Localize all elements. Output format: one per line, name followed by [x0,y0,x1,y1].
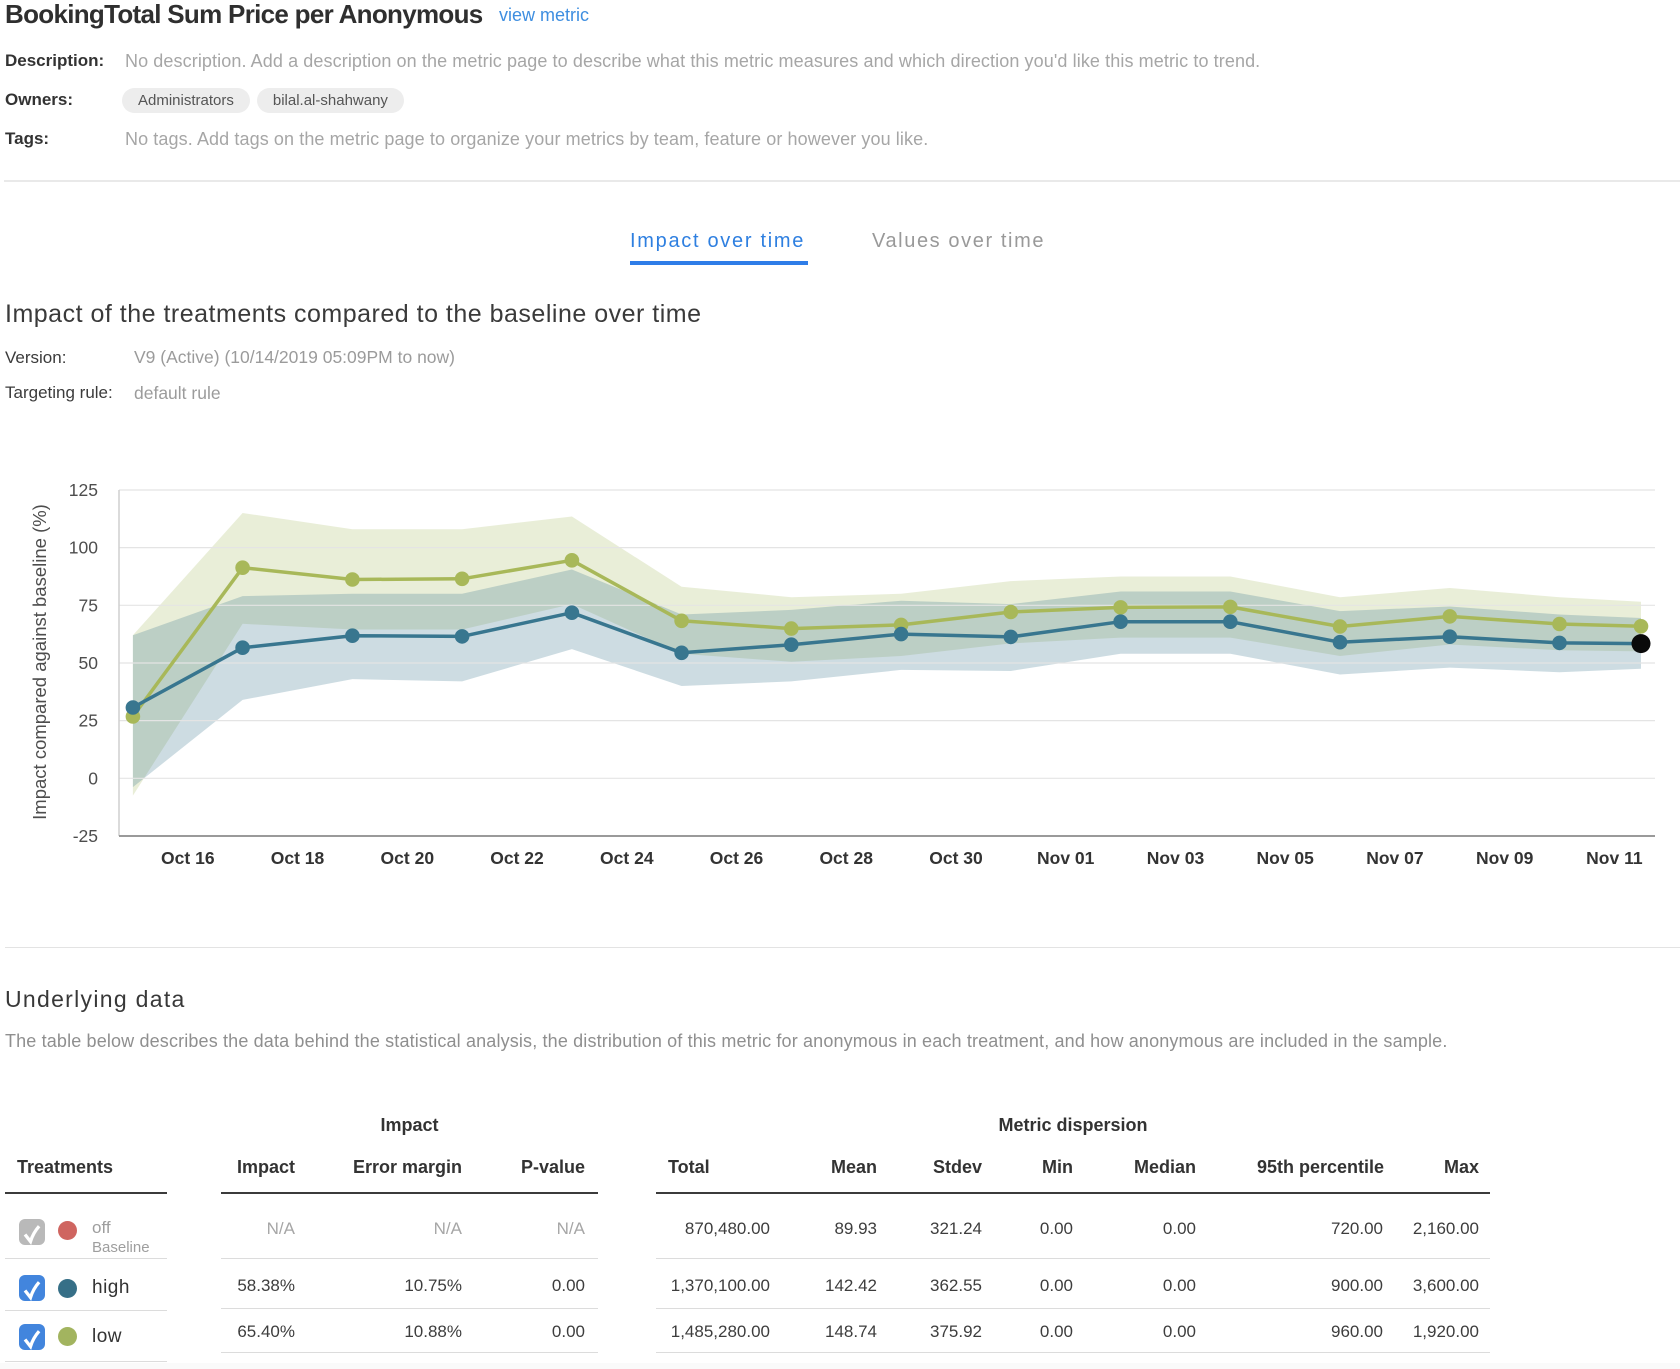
svg-text:25: 25 [79,711,98,731]
svg-text:Oct 16: Oct 16 [161,848,215,868]
svg-text:Nov 11: Nov 11 [1586,848,1643,868]
svg-text:Impact compared against baseli: Impact compared against baseline (%) [29,504,50,820]
svg-text:Oct 30: Oct 30 [929,848,983,868]
svg-text:50: 50 [79,653,99,673]
svg-text:Oct 26: Oct 26 [710,848,764,868]
svg-text:Nov 09: Nov 09 [1476,848,1534,868]
svg-text:Oct 28: Oct 28 [819,848,873,868]
svg-text:Nov 03: Nov 03 [1147,848,1205,868]
svg-text:Nov 05: Nov 05 [1257,848,1315,868]
svg-text:Oct 18: Oct 18 [271,848,325,868]
svg-text:75: 75 [79,595,98,615]
svg-text:100: 100 [69,538,98,558]
svg-text:0: 0 [88,768,98,788]
svg-text:-25: -25 [73,826,98,846]
svg-text:Oct 20: Oct 20 [381,848,435,868]
svg-text:Oct 22: Oct 22 [490,848,544,868]
svg-text:Nov 01: Nov 01 [1037,848,1095,868]
svg-text:125: 125 [69,480,98,500]
svg-text:Oct 24: Oct 24 [600,848,654,868]
svg-text:Nov 07: Nov 07 [1366,848,1423,868]
